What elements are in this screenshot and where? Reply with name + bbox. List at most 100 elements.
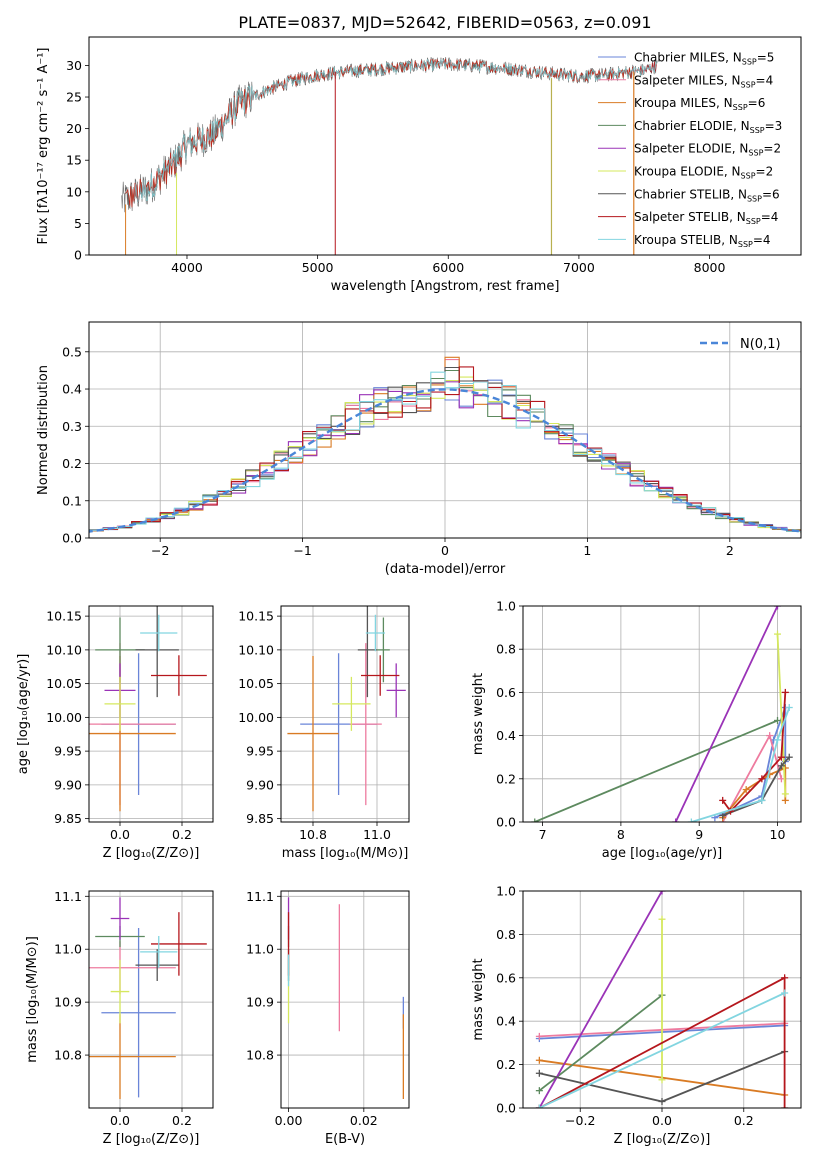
x-tick-label: 8000 (694, 260, 726, 275)
legend-subscript: SSP (733, 103, 748, 112)
weight-series-line (539, 992, 785, 1108)
x-tick-label: −2 (151, 543, 169, 558)
spectrum-legend: Chabrier MILES, NSSP=5 Salpeter MILES, NS… (598, 51, 782, 249)
y-tick-label: 11.0 (246, 942, 274, 957)
y-tick-label: 25 (66, 90, 82, 105)
axes-age-mass: 10.8 11.0 9.85 9.90 9.95 10.00 10.05 10.10 10.15… (238, 605, 410, 861)
x-tick-label: 10.8 (299, 827, 327, 842)
weight-series-line (776, 634, 787, 794)
x-tick-label: −1 (293, 543, 311, 558)
y-tick-label: 10.8 (246, 1048, 274, 1063)
x-axis-label: age [log₁₀(age/yr)] (602, 846, 723, 861)
y-tick-label: 1.0 (496, 599, 516, 614)
plot-area (89, 356, 801, 534)
x-axis-label: (data-model)/error (385, 562, 506, 577)
legend-label: Chabrier STELIB, NSSP=6 (634, 187, 780, 203)
x-tick-label: 8 (617, 827, 625, 842)
legend-subscript: SSP (738, 240, 753, 249)
y-tick-label: 10.9 (54, 995, 82, 1010)
y-tick-label: 0.4 (496, 728, 516, 743)
y-tick-label: 10 (66, 184, 82, 199)
y-tick-label: 10.8 (54, 1048, 82, 1063)
y-tick-label: 0.8 (496, 927, 516, 942)
x-tick-label: 2 (726, 543, 734, 558)
legend-value: =2 (756, 165, 774, 179)
plot-area (287, 606, 406, 812)
legend-subscript: SSP (741, 172, 756, 181)
model-spectrum-line (134, 58, 658, 203)
legend-label: Salpeter MILES, NSSP=4 (634, 73, 773, 89)
y-tick-label: 10.9 (246, 995, 274, 1010)
plot-layer: 4000 5000 6000 7000 8000051015202530waveleng… (16, 36, 802, 1147)
legend-subscript: SSP (741, 80, 756, 89)
x-tick-label: 6000 (432, 260, 464, 275)
plot-area (89, 897, 207, 1100)
x-axis-label: E(B-V) (325, 1132, 365, 1147)
y-tick-label: 20 (66, 121, 82, 136)
axes-weight-age: 7 8 9 10 0.0 0.2 0.4 0.6 0.8 1.0 age [log₁₀(age/yr… (471, 599, 802, 861)
y-tick-label: 15 (66, 153, 82, 168)
plot-area (535, 891, 789, 1108)
legend-subscript: SSP (746, 217, 761, 226)
y-tick-label: 0.4 (496, 1014, 516, 1029)
model-spectrum-line (125, 58, 657, 208)
model-spectrum-line (125, 58, 634, 208)
y-tick-label: 0.0 (496, 1101, 516, 1116)
y-tick-label: 0.0 (496, 815, 516, 830)
legend-value: =6 (748, 96, 766, 110)
legend-value: =4 (756, 73, 774, 87)
y-tick-label: 0.5 (62, 344, 82, 359)
axes-frame (522, 890, 802, 1109)
x-tick-label: 11.0 (363, 827, 391, 842)
legend-label: Kroupa MILES, NSSP=6 (634, 96, 765, 112)
y-tick-label: 1.0 (496, 884, 516, 899)
axes-residuals: −2 −1 0 1 2 0.0 0.1 0.2 0.3 0.4 0.5 (data-model)/er… (36, 321, 802, 577)
axes-frame (280, 890, 410, 1109)
y-tick-label: 9.90 (246, 777, 274, 792)
axes-frame (88, 890, 214, 1109)
plot-area (121, 56, 658, 255)
legend-label: Kroupa STELIB, NSSP=4 (634, 233, 771, 249)
y-tick-label: 30 (66, 58, 82, 73)
figure-title: PLATE=0837, MJD=52642, FIBERID=0563, z=0… (238, 13, 651, 32)
y-tick-label: 9.85 (54, 811, 82, 826)
legend-subscript: SSP (750, 126, 765, 135)
y-tick-label: 11.1 (54, 889, 82, 904)
y-axis-label: mass weight (471, 958, 486, 1040)
x-tick-label: 9 (695, 827, 703, 842)
legend-label: Salpeter STELIB, NSSP=4 (634, 210, 778, 226)
legend-label: Salpeter ELODIE, NSSP=2 (634, 142, 781, 158)
y-tick-label: 11.0 (54, 942, 82, 957)
y-axis-label: mass weight (471, 673, 486, 755)
x-tick-label: 0.0 (652, 1113, 672, 1128)
normal-reference-curve (89, 388, 801, 533)
legend-subscript: SSP (742, 58, 757, 67)
legend-value: =4 (761, 210, 779, 224)
x-tick-label: −0.2 (565, 1113, 595, 1128)
weight-series-line (674, 606, 779, 822)
x-tick-label: 5000 (302, 260, 334, 275)
legend-value: =5 (757, 51, 775, 65)
x-tick-label: 0.0 (110, 827, 130, 842)
x-tick-label: 10 (770, 827, 786, 842)
y-axis-label: Normed distribution (36, 365, 51, 495)
weight-series-line (721, 692, 787, 813)
x-tick-label: 0 (441, 543, 449, 558)
plot-area (89, 606, 207, 812)
y-tick-label: 10.15 (238, 609, 274, 624)
y-tick-label: 9.95 (54, 744, 82, 759)
y-tick-label: 0.2 (62, 456, 82, 471)
y-tick-label: 10.10 (46, 642, 82, 657)
histogram-series (89, 366, 801, 534)
x-tick-label: 0.02 (350, 1113, 378, 1128)
axes-frame (88, 605, 214, 823)
x-tick-label: 7000 (563, 260, 595, 275)
axes-frame (88, 36, 802, 256)
legend-label: Kroupa ELODIE, NSSP=2 (634, 165, 773, 181)
y-tick-label: 10.00 (46, 710, 82, 725)
y-tick-label: 10.05 (238, 676, 274, 691)
y-axis-label: mass [log₁₀(M/M⊙)] (25, 936, 40, 1063)
y-tick-label: 0.6 (496, 685, 516, 700)
y-tick-label: 10.05 (46, 676, 82, 691)
